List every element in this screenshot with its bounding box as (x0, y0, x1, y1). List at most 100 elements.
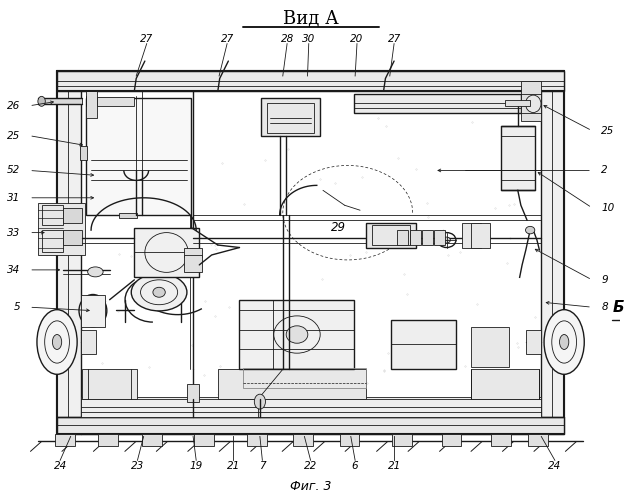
Bar (41, 205, 63, 225)
Text: 5: 5 (13, 302, 20, 312)
Text: 25: 25 (601, 126, 614, 136)
Text: 10: 10 (601, 202, 614, 212)
Bar (243, 368, 366, 388)
Text: Б: Б (613, 300, 624, 314)
Bar (57, 416, 564, 434)
Bar (340, 434, 359, 446)
Bar (409, 230, 421, 245)
Text: 24: 24 (53, 462, 66, 471)
Bar (142, 434, 162, 446)
Bar (441, 434, 461, 446)
Ellipse shape (525, 226, 535, 234)
Text: 27: 27 (140, 34, 154, 43)
Text: 25: 25 (7, 130, 20, 140)
Bar (38, 203, 85, 255)
Text: 52: 52 (7, 166, 20, 175)
Text: 34: 34 (7, 265, 20, 275)
Ellipse shape (559, 334, 569, 349)
Bar (247, 434, 266, 446)
Bar (38, 98, 82, 104)
Bar (397, 230, 408, 245)
Bar (393, 434, 412, 446)
Text: 21: 21 (227, 462, 240, 471)
Bar (472, 370, 539, 399)
Bar (57, 71, 80, 434)
Text: Вид А: Вид А (283, 10, 339, 28)
Ellipse shape (38, 96, 45, 106)
Bar (63, 230, 82, 245)
Text: 21: 21 (387, 462, 401, 471)
Text: 28: 28 (280, 34, 293, 43)
Bar (472, 327, 508, 367)
Ellipse shape (525, 95, 541, 112)
Ellipse shape (53, 334, 61, 349)
Text: 19: 19 (189, 462, 203, 471)
Bar (184, 255, 203, 272)
Bar (184, 248, 203, 258)
Bar (187, 384, 199, 402)
Bar (521, 81, 540, 120)
Text: 31: 31 (7, 193, 20, 203)
Text: 20: 20 (350, 34, 364, 43)
Bar (240, 300, 354, 370)
Text: Фиг. 3: Фиг. 3 (290, 480, 331, 492)
Bar (529, 434, 548, 446)
Bar (98, 434, 119, 446)
Text: 26: 26 (7, 101, 20, 111)
Ellipse shape (255, 394, 265, 409)
Bar (472, 222, 490, 248)
Ellipse shape (286, 326, 308, 343)
Text: 24: 24 (548, 462, 562, 471)
Bar (57, 71, 564, 91)
Text: 27: 27 (221, 34, 234, 43)
Text: 8: 8 (601, 302, 608, 312)
Text: 30: 30 (302, 34, 315, 43)
Bar (391, 320, 456, 370)
Bar (526, 330, 541, 354)
Bar (80, 330, 96, 354)
Bar (194, 434, 214, 446)
Bar (435, 230, 445, 245)
Bar (372, 225, 409, 245)
Bar (293, 434, 313, 446)
Ellipse shape (443, 237, 450, 243)
Bar (218, 370, 366, 399)
Ellipse shape (37, 310, 77, 374)
Ellipse shape (544, 310, 584, 374)
Text: 2: 2 (601, 166, 608, 175)
Bar (86, 98, 191, 215)
Bar (422, 230, 433, 245)
Bar (119, 212, 137, 218)
Bar (80, 146, 87, 160)
Text: 29: 29 (331, 221, 346, 234)
Ellipse shape (131, 274, 187, 311)
Ellipse shape (90, 307, 96, 314)
Text: 22: 22 (304, 462, 317, 471)
Bar (540, 71, 564, 434)
Ellipse shape (79, 294, 107, 327)
Bar (261, 98, 320, 136)
Bar (491, 434, 511, 446)
Bar (57, 71, 564, 434)
Bar (55, 434, 75, 446)
Text: 27: 27 (387, 34, 401, 43)
Bar (80, 396, 541, 416)
Bar (505, 100, 530, 106)
Bar (80, 294, 105, 327)
Bar (134, 228, 199, 278)
Bar (82, 370, 137, 399)
Bar (462, 222, 481, 248)
Text: 9: 9 (601, 275, 608, 285)
Text: 7: 7 (259, 462, 266, 471)
Ellipse shape (88, 267, 103, 277)
Bar (86, 91, 97, 118)
Bar (354, 94, 521, 114)
Text: 6: 6 (352, 462, 359, 471)
Bar (63, 208, 82, 222)
Bar (501, 126, 535, 190)
Text: 23: 23 (131, 462, 144, 471)
Text: 33: 33 (7, 228, 20, 237)
Bar (97, 97, 134, 106)
Bar (366, 222, 416, 248)
Bar (267, 104, 314, 133)
